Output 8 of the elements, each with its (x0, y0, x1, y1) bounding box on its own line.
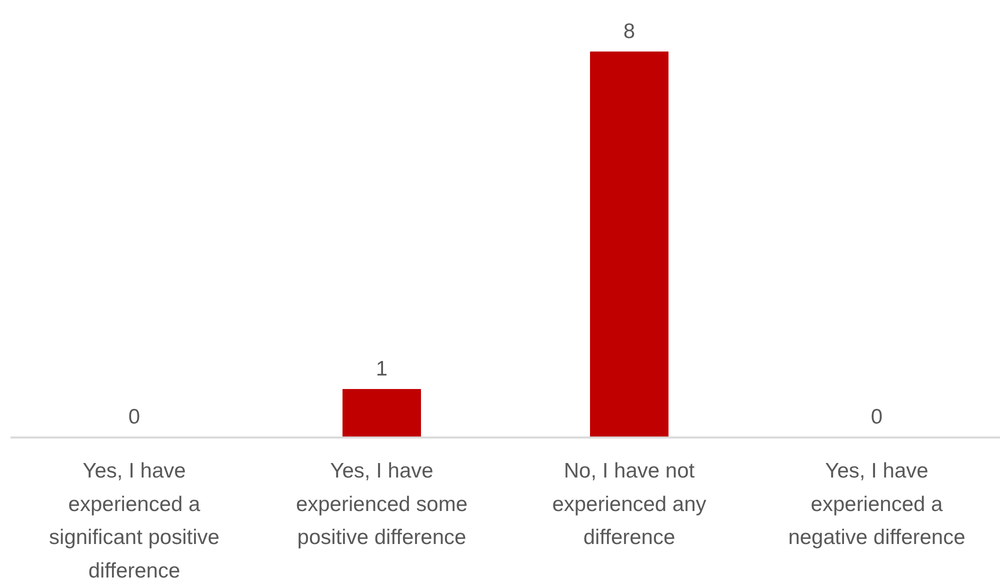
data-label: 0 (870, 406, 883, 428)
data-label: 8 (623, 20, 636, 43)
x-tick-label: Yes, I have experienced a negative difference (788, 460, 966, 550)
x-tick-label: Yes, I have experienced some positive difference (296, 460, 468, 550)
x-tick-label: Yes, I have experienced a significant positive difference (49, 460, 220, 583)
data-label: 1 (376, 357, 388, 380)
data-label: 0 (128, 406, 140, 428)
x-tick-label: No, I have not experienced any difference (552, 460, 707, 550)
